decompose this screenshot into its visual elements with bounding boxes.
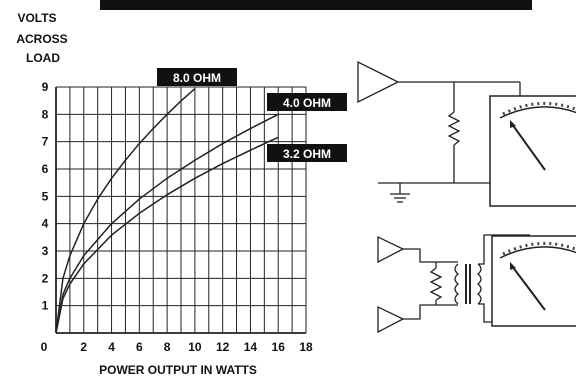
voltmeter-bottom-needle-tip <box>510 262 516 270</box>
voltmeter-top-needle <box>511 123 546 171</box>
x-tick-label: 18 <box>299 340 313 354</box>
curves <box>55 88 279 334</box>
x-tick-label: 8 <box>164 340 171 354</box>
wire-bottom-1 <box>403 248 436 263</box>
x-tick-label: 0 <box>41 340 48 354</box>
amplifier-symbol-top <box>357 60 400 104</box>
x-tick-label: 4 <box>108 340 115 354</box>
curve-4-0-ohm <box>55 113 279 334</box>
curve-3-2-ohm <box>55 136 279 334</box>
voltmeter-top <box>489 95 576 207</box>
voltmeter-bottom <box>491 235 576 327</box>
x-tick-label: 12 <box>216 340 230 354</box>
voltmeter-bottom-case <box>491 235 576 327</box>
voltmeter-top-scale-dots <box>502 101 576 116</box>
y-tick-label: 9 <box>42 80 49 94</box>
wire-bottom-2 <box>403 304 436 320</box>
y-tick-label: 6 <box>42 162 49 176</box>
transformer-primary-coil <box>454 263 460 305</box>
curve-label-3-2-ohm-box <box>267 144 347 162</box>
curve-label-4-ohm: 4.0 OHM <box>267 93 347 111</box>
y-axis-label-line-1: VOLTS <box>17 11 56 25</box>
voltmeter-top-needle-tip <box>510 120 516 128</box>
curve-label-3-2-ohm: 3.2 OHM <box>267 144 347 162</box>
top-bar <box>100 0 532 10</box>
amplifier-symbol-bottom-1 <box>377 235 405 264</box>
curve-label-8-ohm-box <box>157 68 237 86</box>
y-tick-label: 1 <box>42 299 49 313</box>
y-tick-label: 2 <box>42 271 49 285</box>
amplifier-symbol-bottom-2 <box>377 305 405 334</box>
x-tick-label: 16 <box>272 340 286 354</box>
y-tick-label: 3 <box>42 244 49 258</box>
y-tick-label: 5 <box>42 189 49 203</box>
y-tick-label: 7 <box>42 135 49 149</box>
wire-bottom-7 <box>478 234 530 265</box>
y-tick-label: 8 <box>42 107 49 121</box>
curve-label-4-ohm-text: 4.0 OHM <box>283 96 331 110</box>
resistor-symbol-bottom <box>429 267 443 301</box>
resistor-symbol-top <box>447 111 461 146</box>
y-tick-label: 4 <box>42 217 49 231</box>
voltmeter-top-scale <box>499 106 576 119</box>
y-axis-label-line-2: ACROSS <box>16 32 67 46</box>
transformer-secondary-coil <box>476 263 482 305</box>
curve-label-8-ohm-text: 8.0 OHM <box>173 71 221 85</box>
x-tick-label: 14 <box>244 340 258 354</box>
voltmeter-bottom-scale <box>499 246 576 259</box>
y-axis-label-line-3: LOAD <box>26 51 60 65</box>
x-tick-label: 2 <box>80 340 87 354</box>
voltmeter-bottom-needle <box>511 265 546 311</box>
voltmeter-bottom-scale-dots <box>502 241 576 256</box>
curve-label-3-2-ohm-text: 3.2 OHM <box>283 147 331 161</box>
circuit-bottom <box>377 234 530 334</box>
x-axis-label: POWER OUTPUT IN WATTS <box>99 363 257 376</box>
x-tick-label: 10 <box>188 340 202 354</box>
curve-8-0-ohm <box>55 88 196 334</box>
grid <box>55 86 307 334</box>
curve-label-4-ohm-box <box>267 93 347 111</box>
curve-label-8-ohm: 8.0 OHM <box>157 68 237 86</box>
x-tick-label: 6 <box>136 340 143 354</box>
